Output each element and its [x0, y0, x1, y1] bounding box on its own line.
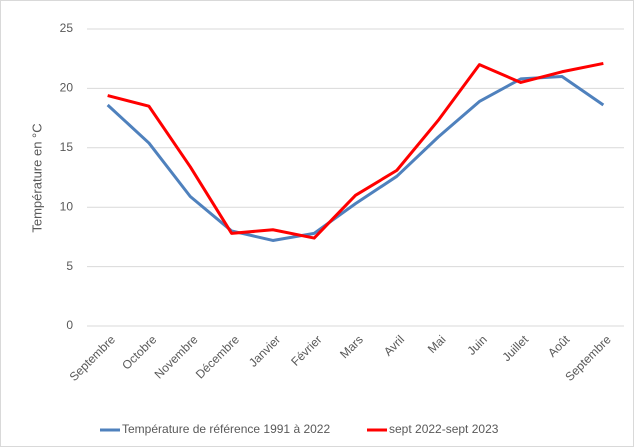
y-axis-title: Température en °C — [29, 123, 44, 232]
line-series — [107, 61, 604, 240]
y-tick-label: 15 — [60, 140, 74, 154]
y-tick-label: 25 — [60, 21, 74, 35]
y-tick-label: 20 — [60, 81, 74, 95]
line-series — [106, 75, 605, 242]
legend-label: sept 2022-sept 2023 — [389, 422, 499, 436]
legend-label: Température de référence 1991 à 2022 — [122, 422, 330, 436]
y-tick-label: 5 — [66, 259, 73, 273]
y-tick-label: 10 — [60, 199, 74, 213]
y-tick-label: 0 — [66, 318, 73, 332]
